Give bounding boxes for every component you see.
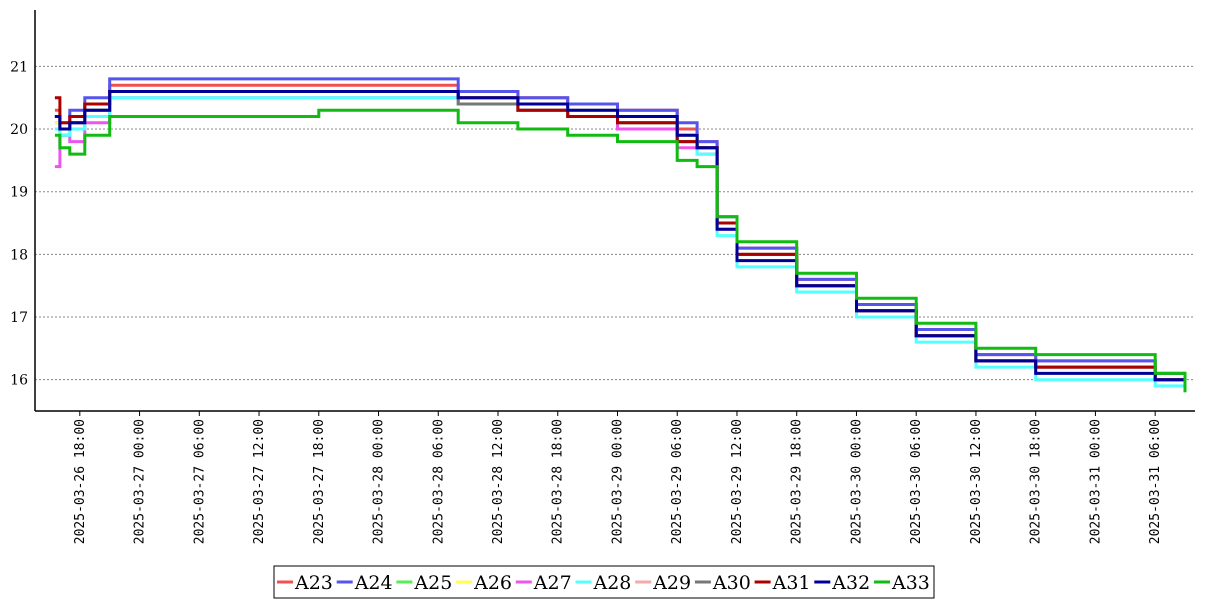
series-lines: [54, 77, 1187, 393]
y-tick-label: 19: [10, 185, 28, 201]
x-tick-label: 2025-03-31 00:00: [1088, 419, 1103, 544]
gridlines: [35, 65, 1195, 381]
x-tick-label: 2025-03-27 12:00: [252, 419, 267, 544]
axes: [34, 10, 1195, 412]
legend: A23 A24 A25 A26 A27 A28 A29 A30 A31 A32 A33: [273, 565, 935, 599]
y-tick-label: 18: [10, 247, 28, 263]
x-tick-label: 2025-03-30 06:00: [909, 419, 924, 544]
y-tick-label: 20: [10, 122, 28, 138]
legend-label: A31: [772, 572, 811, 594]
x-tick-label: 2025-03-28 18:00: [551, 419, 566, 544]
legend-label: A25: [413, 572, 452, 594]
legend-label: A28: [593, 572, 632, 594]
series-line-a31: [54, 90, 1187, 386]
x-tick-label: 2025-03-31 06:00: [1148, 419, 1163, 544]
y-tick-label: 17: [10, 310, 28, 326]
series-line-a30: [54, 90, 1187, 386]
x-tick-label: 2025-03-28 12:00: [491, 419, 506, 544]
x-tick-label: 2025-03-30 12:00: [969, 419, 984, 544]
x-tick-label: 2025-03-27 18:00: [312, 419, 327, 544]
x-tick-label: 2025-03-29 12:00: [730, 419, 745, 544]
legend-label: A27: [533, 572, 572, 594]
legend-label: A29: [652, 572, 691, 594]
x-tick-label: 2025-03-26 18:00: [73, 419, 88, 544]
series-line-a32: [54, 90, 1187, 386]
x-tick-label: 2025-03-28 00:00: [372, 419, 387, 544]
legend-label: A24: [354, 572, 393, 594]
x-tick-label: 2025-03-29 00:00: [610, 419, 625, 544]
x-tick-label: 2025-03-30 00:00: [849, 419, 864, 544]
legend-label: A23: [294, 572, 333, 594]
y-tick-label: 21: [10, 59, 28, 75]
x-tick-label: 2025-03-30 18:00: [1029, 419, 1044, 544]
x-tick-label: 2025-03-27 06:00: [192, 419, 207, 544]
x-tick-label: 2025-03-28 06:00: [431, 419, 446, 544]
series-line-a33: [54, 108, 1187, 393]
legend-label: A26: [473, 572, 512, 594]
legend-label: A33: [891, 572, 930, 594]
legend-label: A32: [831, 572, 870, 594]
x-tick-label: 2025-03-29 18:00: [790, 419, 805, 544]
series-line-a29: [54, 90, 1187, 386]
x-tick-label: 2025-03-27 00:00: [133, 419, 148, 544]
y-tick-labels: 16 17 18 19 20 21: [10, 59, 28, 388]
x-tick-labels: 2025-03-26 18:00 2025-03-27 00:00 2025-03-…: [73, 411, 1163, 544]
series-line-a26: [54, 90, 1187, 386]
legend-label: A30: [712, 572, 751, 594]
x-tick-label: 2025-03-29 06:00: [670, 419, 685, 544]
y-tick-label: 16: [10, 373, 28, 389]
